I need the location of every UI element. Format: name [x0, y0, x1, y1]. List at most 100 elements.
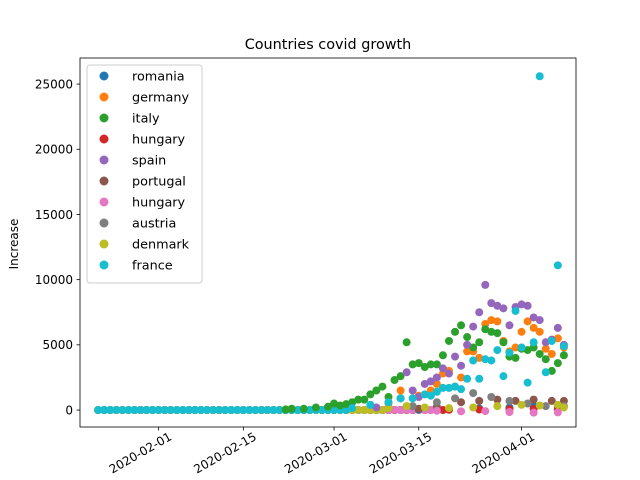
point-denmark: [553, 400, 562, 409]
point-austria: [541, 402, 550, 411]
point-france: [523, 378, 532, 387]
point-germany: [457, 373, 466, 382]
point-france-baseline: [172, 406, 181, 415]
point-spain: [541, 338, 550, 347]
point-spain: [505, 321, 514, 330]
point-denmark-baseline: [360, 406, 369, 415]
point-france-baseline: [215, 406, 224, 415]
point-denmark: [402, 402, 411, 411]
point-spain: [475, 308, 484, 317]
point-france: [559, 342, 568, 351]
point-france: [366, 400, 375, 409]
y-tick-label: 10000: [35, 273, 73, 287]
point-spain: [444, 369, 453, 378]
point-austria: [469, 389, 478, 398]
point-france-baseline: [269, 406, 278, 415]
point-italy: [372, 386, 381, 395]
point-denmark: [559, 403, 568, 412]
point-portugal: [475, 396, 484, 405]
point-portugal: [529, 395, 538, 404]
point-france: [475, 374, 484, 383]
point-spain: [372, 403, 381, 412]
point-france: [438, 383, 447, 392]
point-italy: [469, 343, 478, 352]
y-tick-label: 0: [65, 403, 73, 417]
point-italy: [511, 353, 520, 362]
point-spain: [481, 280, 490, 289]
point-france-baseline: [142, 406, 151, 415]
point-france: [505, 348, 514, 357]
point-portugal: [511, 396, 520, 405]
point-hungary: [481, 407, 490, 416]
point-france-baseline: [184, 406, 193, 415]
scatter-points: [94, 72, 568, 417]
point-france-baseline: [94, 406, 103, 415]
point-spain: [420, 379, 429, 388]
point-italy: [408, 360, 417, 369]
point-italy: [342, 400, 351, 409]
point-france: [535, 72, 544, 81]
point-france: [529, 338, 538, 347]
point-spain: [499, 304, 508, 313]
point-france-baseline: [160, 406, 169, 415]
point-italy: [541, 355, 550, 364]
point-italy: [535, 349, 544, 358]
legend-label-hungary: hungary: [132, 196, 186, 211]
point-italy: [438, 351, 447, 360]
point-france-baseline: [239, 406, 248, 415]
point-spain: [463, 340, 472, 349]
point-france-baseline: [251, 406, 260, 415]
y-tick-label: 15000: [35, 208, 73, 222]
point-germany: [487, 316, 496, 325]
point-spain: [438, 364, 447, 373]
point-italy: [432, 360, 441, 369]
point-italy: [426, 360, 435, 369]
point-hungary-baseline: [438, 406, 447, 415]
legend-marker-hungary: [99, 197, 109, 207]
point-spain: [523, 301, 532, 310]
y-axis-label: Increase: [7, 219, 21, 270]
point-france: [487, 356, 496, 365]
point-italy: [360, 395, 369, 404]
point-germany: [396, 386, 405, 395]
point-denmark: [493, 402, 502, 411]
point-denmark-baseline: [378, 406, 387, 415]
point-italy: [366, 390, 375, 399]
point-denmark-baseline: [354, 406, 363, 415]
point-austria: [505, 396, 514, 405]
point-italy: [348, 398, 357, 407]
point-italy: [523, 346, 532, 355]
legend-marker-spain: [99, 155, 109, 165]
point-france: [553, 261, 562, 270]
point-france-baseline: [100, 406, 109, 415]
point-france-baseline: [130, 406, 139, 415]
point-france: [420, 390, 429, 399]
point-france-baseline: [124, 406, 133, 415]
point-hungary: [475, 405, 484, 414]
legend-marker-romania: [99, 71, 109, 81]
legend-label-spain: spain: [132, 154, 166, 169]
point-italy: [481, 325, 490, 334]
point-france-baseline: [148, 406, 157, 415]
chart-title: Countries covid growth: [245, 37, 412, 53]
point-france-baseline: [209, 406, 218, 415]
point-austria: [432, 398, 441, 407]
point-france-baseline: [118, 406, 127, 415]
point-france: [432, 387, 441, 396]
point-germany: [547, 349, 556, 358]
point-italy: [354, 395, 363, 404]
point-spain: [426, 377, 435, 386]
point-france: [511, 306, 520, 315]
legend-marker-denmark: [99, 239, 109, 249]
legend-label-portugal: portugal: [132, 175, 186, 190]
point-france: [384, 398, 393, 407]
legend: romania germany italy hungary spain portugal h…: [86, 64, 203, 284]
point-italy: [396, 372, 405, 381]
point-italy: [559, 351, 568, 360]
point-france-baseline: [190, 406, 199, 415]
legend-box: [86, 64, 203, 284]
point-france: [547, 336, 556, 345]
point-france: [499, 372, 508, 381]
point-italy: [281, 405, 290, 414]
point-portugal: [414, 404, 423, 413]
